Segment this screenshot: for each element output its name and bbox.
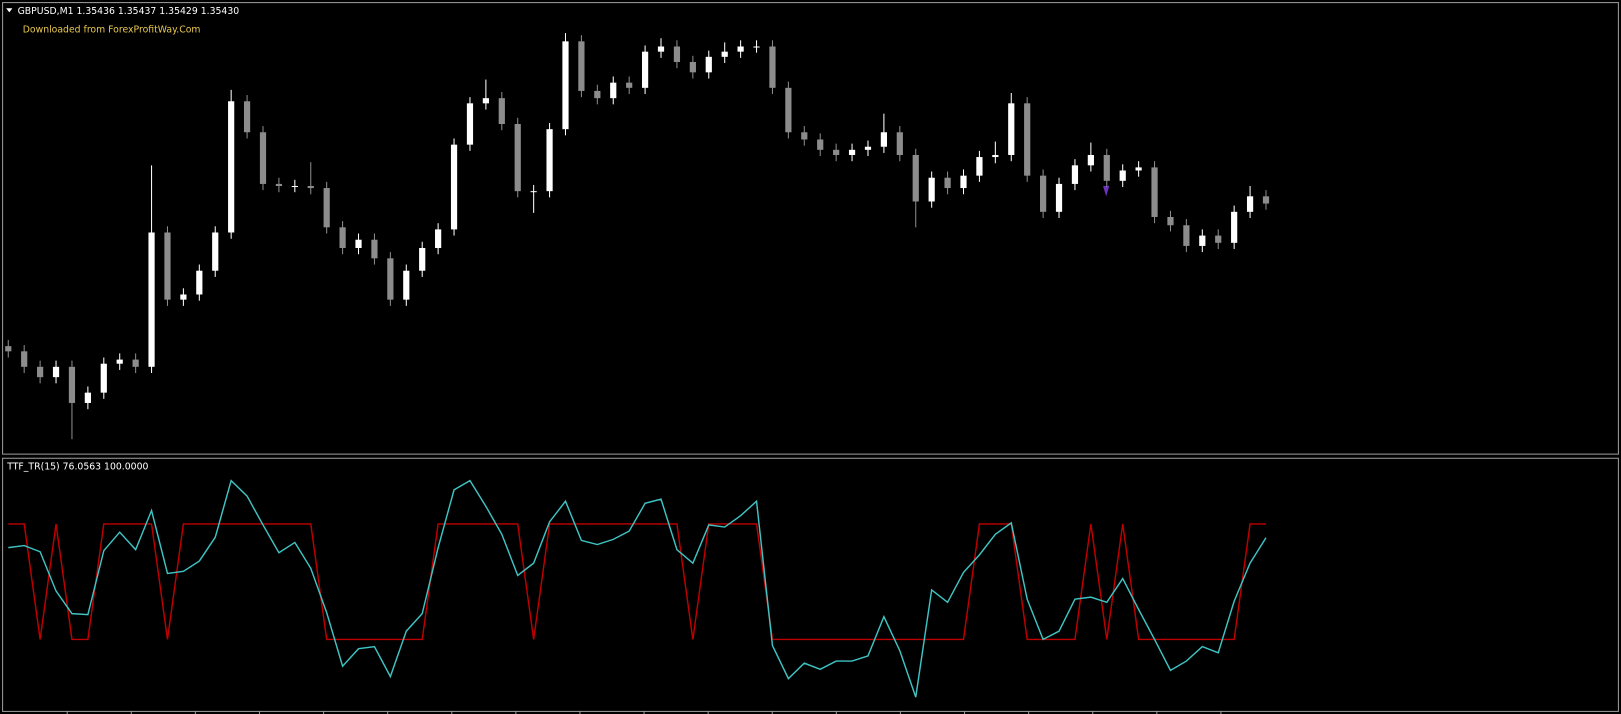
candle-body [705, 56, 712, 73]
candle-body [801, 132, 808, 140]
symbol-header: GBPUSD,M1 1.35436 1.35437 1.35429 1.3543… [18, 6, 240, 17]
candle-body [482, 98, 489, 104]
candle-body [52, 366, 60, 378]
candle-body [419, 247, 426, 271]
candle-body [355, 239, 362, 248]
candle-body [435, 229, 442, 248]
candle-body [387, 258, 394, 300]
candle-body [37, 366, 44, 378]
candle-body [148, 232, 155, 367]
candle-body [1071, 165, 1079, 184]
candle-body [530, 191, 537, 193]
candle-body [1040, 175, 1047, 212]
candle-body [753, 46, 760, 48]
candle-body [833, 149, 840, 155]
candle-body [1246, 196, 1254, 212]
candle-body [960, 175, 967, 189]
candle-body [817, 139, 824, 150]
candle-body [769, 46, 776, 88]
candle-body [594, 90, 601, 99]
candle-body [944, 177, 951, 189]
candle-body [1215, 235, 1222, 243]
candle-body [992, 154, 999, 158]
candle-body [403, 270, 410, 300]
candle-body [132, 359, 139, 367]
candle-body [371, 239, 378, 259]
candle-body [275, 183, 283, 186]
candle-body [68, 366, 76, 403]
candle-body [291, 185, 298, 188]
candle-body [1231, 211, 1238, 243]
candle-body [864, 146, 872, 150]
watermark: Downloaded from ForexProfitWay.Com [23, 24, 201, 35]
collapse-toggle[interactable] [6, 8, 13, 13]
indicator-line [8, 479, 1267, 698]
candle-body [848, 149, 856, 155]
candle-body [896, 132, 903, 155]
indicator-panel [2, 457, 1619, 712]
candle-body [626, 82, 633, 88]
candle-body [307, 185, 314, 189]
candle-body [1024, 103, 1031, 176]
candle-body [673, 46, 681, 62]
candle-body [880, 132, 888, 147]
candle-body [578, 41, 585, 91]
candle-body [339, 227, 346, 248]
candle-body [116, 359, 123, 364]
candle-body [785, 87, 792, 133]
candle-body [641, 51, 649, 88]
candle-body [1119, 170, 1126, 181]
candle-body [164, 232, 171, 300]
candle-body [84, 392, 91, 403]
candle-body [243, 101, 251, 133]
candle-body [450, 144, 458, 230]
candle-body [562, 41, 569, 130]
candle-body [610, 82, 617, 99]
candle-body [928, 177, 935, 202]
candle-body [259, 132, 267, 184]
candle-body [657, 46, 665, 52]
candle-body [1055, 183, 1063, 212]
candle-body [546, 129, 553, 192]
candle-body [1103, 154, 1110, 181]
candle-body [1262, 196, 1270, 204]
candle-body [737, 46, 744, 52]
candle-body [514, 123, 521, 192]
candle-body [976, 157, 983, 176]
candle-body [689, 61, 696, 73]
signal-arrow [1103, 185, 1110, 197]
candle-body [466, 103, 474, 145]
candle-body [21, 351, 28, 367]
candle-body [1151, 167, 1158, 217]
time-ticks [66, 710, 1222, 714]
candle-body [912, 154, 919, 202]
candle-body [228, 101, 235, 233]
indicator-header: TTF_TR(15) 76.0563 100.0000 [6, 462, 148, 473]
candle-body [1087, 154, 1094, 166]
candle-body [212, 232, 219, 271]
candle-body [498, 98, 505, 124]
candle-body [5, 346, 12, 352]
candle-body [100, 363, 107, 393]
candle-body [1199, 235, 1206, 246]
candle-body [1135, 167, 1142, 171]
candle-body [180, 294, 187, 300]
main-panel [2, 2, 1619, 455]
candle-body [196, 270, 203, 295]
indicator-line [8, 523, 1266, 641]
candle-body [721, 51, 728, 57]
candle-body [1183, 225, 1190, 246]
candle-body [1008, 103, 1015, 155]
candle-body [1167, 216, 1174, 226]
candle-body [323, 188, 330, 228]
